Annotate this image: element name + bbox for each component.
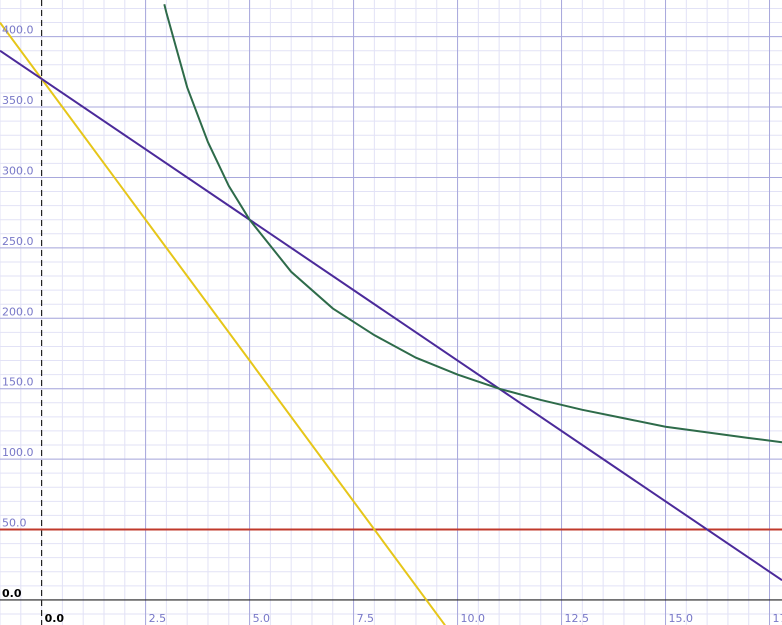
y-tick-label: 250.0 [2, 235, 34, 248]
y-tick-label: 0.0 [2, 587, 22, 600]
x-tick-label: 7.5 [357, 612, 375, 625]
x-tick-label: 10.0 [461, 612, 486, 625]
y-tick-label: 400.0 [2, 24, 34, 37]
y-tick-label: 150.0 [2, 376, 34, 389]
y-tick-label: 350.0 [2, 94, 34, 107]
x-tick-label: 15.0 [669, 612, 694, 625]
y-tick-label: 200.0 [2, 305, 34, 318]
function-curve [0, 49, 782, 582]
tick-labels: 0.0 2.5 5.0 7.5 10.0 12.5 15.0 17.5 0.0 50.0 100.0… [2, 24, 782, 625]
y-tick-label: 50.0 [2, 517, 27, 530]
x-tick-label: 0.0 [45, 612, 65, 625]
function-curve [163, 3, 782, 444]
y-tick-label: 100.0 [2, 446, 34, 459]
x-tick-label: 2.5 [149, 612, 167, 625]
function-curve [0, 21, 446, 625]
x-tick-label: 5.0 [253, 612, 271, 625]
curves [0, 3, 782, 625]
x-tick-label: 17.5 [773, 612, 782, 625]
y-tick-label: 300.0 [2, 164, 34, 177]
x-tick-label: 12.5 [565, 612, 590, 625]
